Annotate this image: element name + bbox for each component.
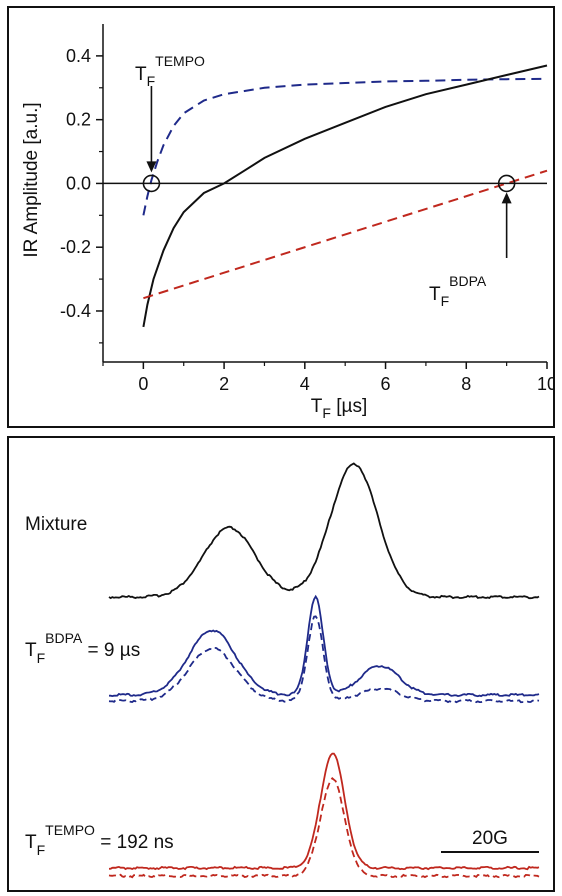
tempo-arrow-head [146,161,157,173]
bdpa-arrow-head [501,192,512,204]
tempo-label-sup: TEMPO [45,822,95,838]
tempo-recovery-curve [142,77,548,216]
tempo-label-t: T [25,832,37,853]
ir-amplitude-chart: 0 2 4 6 8 10 0.4 0.2 0.0 -0.2 -0.4 TFTEMPO TFBDPA I… [21,24,553,421]
tempo-label-value: = 192 ns [95,832,174,853]
y-axis-label: IR Amplitude [a.u.] [21,102,42,257]
y-tick-label: 0.0 [66,173,91,193]
x-axis-label-unit: [µs] [331,396,367,417]
x-axis-label-t: T [311,396,323,417]
bdpa-label: TF BDPA = 9 µs [25,630,140,666]
tempo-label-sub: F [37,842,46,858]
ir-amplitude-panel: 0 2 4 6 8 10 0.4 0.2 0.0 -0.2 -0.4 TFTEMPO TFBDPA I… [7,6,555,428]
bdpa-spectrum-solid [109,594,540,698]
spectra-chart: Mixture TFBDPA = 9 µs TFTEMPO = 192 ns 2… [25,462,540,879]
y-tick-label: 0.2 [66,110,91,130]
x-axis-label: TF [µs] [311,396,367,421]
tempo-zero-crossing-marker [142,174,161,193]
y-tick-label: 0.4 [66,46,91,66]
x-tick-label: 0 [138,374,148,394]
y-tick-label: -0.2 [60,237,91,257]
tempo-spectrum-solid [108,752,540,871]
mixture-spectrum [108,462,540,600]
mixture-label: Mixture [25,514,87,535]
y-tick-label: -0.4 [60,301,91,321]
bdpa-label-sup: BDPA [45,630,83,646]
bdpa-label-t: T [25,640,37,661]
scale-bar-label: 20G [472,828,508,849]
spectra-panel: Mixture TFBDPA = 9 µs TFTEMPO = 192 ns 2… [7,436,555,892]
x-tick-label: 4 [300,374,310,394]
bdpa-label-sub: F [37,650,46,666]
bdpa-zero-crossing-marker [497,174,516,193]
tempo-label: TF TEMPO = 192 ns [25,822,174,858]
tempo-annotation: TFTEMPO [135,53,205,89]
x-tick-label: 6 [381,374,391,394]
tempo-spectrum-dashed [108,776,540,879]
x-tick-label: 10 [537,374,553,394]
x-tick-label: 8 [461,374,471,394]
mixture-recovery-curve [142,64,548,328]
bdpa-recovery-curve [143,169,548,300]
bdpa-annotation: TFBDPA [429,273,487,309]
x-axis-label-sub: F [322,405,331,421]
bdpa-label-value: = 9 µs [82,640,140,661]
x-tick-label: 2 [219,374,229,394]
bdpa-spectrum-dashed [108,615,540,704]
